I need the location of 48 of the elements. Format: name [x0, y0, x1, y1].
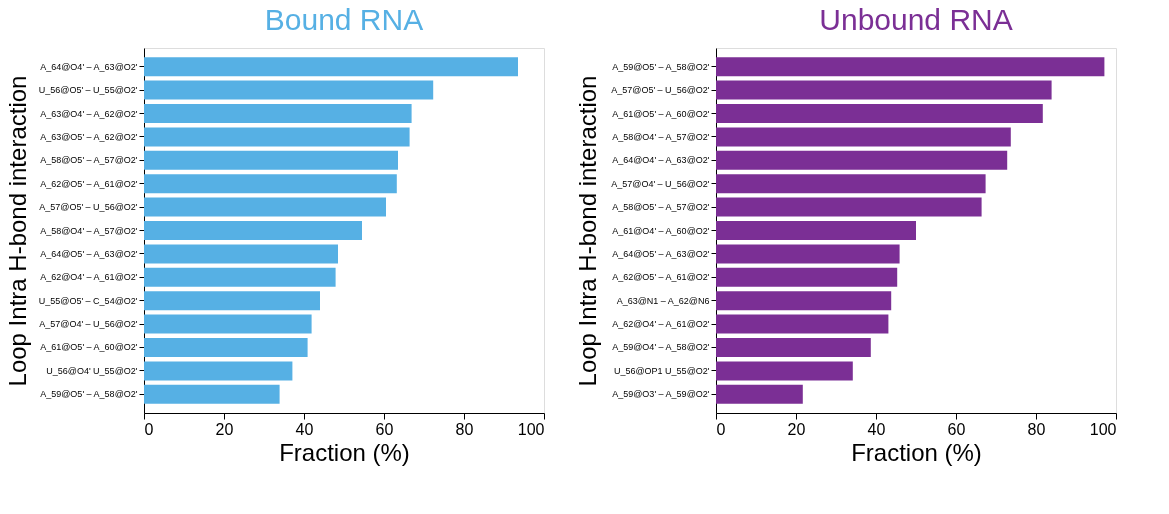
- x-axis-title: Fraction (%): [851, 438, 982, 466]
- y-tick-label: A_62@O5' – A_61@O2': [612, 272, 710, 283]
- y-tick-label: A_64@O5' – A_63@O2': [612, 248, 710, 259]
- x-tick-label: 60: [947, 420, 966, 438]
- x-axis-title: Fraction (%): [279, 438, 410, 466]
- y-tick-label: A_57@O4' – U_56@O2': [39, 319, 138, 330]
- y-tick-label: A_57@O5' – U_56@O2': [611, 85, 710, 96]
- x-tick-label: 0: [716, 420, 726, 438]
- y-tick-label: A_63@O4' – A_62@O2': [40, 108, 138, 119]
- y-tick-label: A_61@O5' – A_60@O2': [612, 108, 710, 119]
- y-tick-label: A_64@O5' – A_63@O2': [40, 248, 138, 259]
- x-tick-label: 60: [375, 420, 394, 438]
- x-tick-label: 80: [455, 420, 474, 438]
- y-tick-label: A_58@O4' – A_57@O2': [612, 131, 710, 142]
- y-tick-label: A_62@O5' – A_61@O2': [40, 178, 138, 189]
- y-tick-label: A_63@N1 – A_62@N6: [616, 295, 710, 306]
- y-axis-title: Loop Intra H-bond interaction: [573, 75, 601, 387]
- y-tick-label: A_59@O4' – A_58@O2': [612, 342, 710, 353]
- x-tick-label: 20: [215, 420, 234, 438]
- y-tick-label: U_55@O5' – C_54@O2': [38, 295, 138, 306]
- y-tick-label: A_57@O5' – U_56@O2': [39, 202, 138, 213]
- y-tick-label: A_59@O5' – A_58@O2': [612, 61, 710, 72]
- y-tick-label: A_57@O4' – U_56@O2': [611, 178, 710, 189]
- chart-title: Bound RNA: [264, 3, 424, 36]
- y-tick-label: A_63@O5' – A_62@O2': [40, 131, 138, 142]
- y-tick-label: A_64@O4' – A_63@O2': [612, 155, 710, 166]
- x-tick-label: 40: [295, 420, 314, 438]
- y-tick-label: A_61@O4' – A_60@O2': [612, 225, 710, 236]
- y-tick-label: A_59@O5' – A_58@O2': [40, 389, 138, 400]
- chart-title: Unbound RNA: [819, 3, 1013, 36]
- y-tick-label: A_62@O4' – A_61@O2': [612, 319, 710, 330]
- y-axis-title: Loop Intra H-bond interaction: [3, 75, 31, 387]
- y-tick-label: A_64@O4' – A_63@O2': [40, 61, 138, 72]
- y-tick-label: A_58@O5' – A_57@O2': [612, 202, 710, 213]
- x-tick-label: 80: [1027, 420, 1046, 438]
- y-tick-label: U_56@O4' U_55@O2': [46, 365, 138, 376]
- x-tick-label: 0: [144, 420, 154, 438]
- y-tick-label: A_59@O3' – A_59@O2': [612, 389, 710, 400]
- x-tick-label: 100: [517, 420, 545, 438]
- y-tick-label: U_56@O5' – U_55@O2': [38, 85, 138, 96]
- x-tick-label: 100: [1089, 420, 1117, 438]
- y-tick-label: A_61@O5' – A_60@O2': [40, 342, 138, 353]
- x-tick-label: 20: [787, 420, 806, 438]
- y-tick-label: U_56@OP1 U_55@O2': [613, 365, 710, 376]
- y-tick-label: A_62@O4' – A_61@O2': [40, 272, 138, 283]
- y-tick-label: A_58@O5' – A_57@O2': [40, 155, 138, 166]
- x-tick-label: 40: [867, 420, 886, 438]
- y-tick-label: A_58@O4' – A_57@O2': [40, 225, 138, 236]
